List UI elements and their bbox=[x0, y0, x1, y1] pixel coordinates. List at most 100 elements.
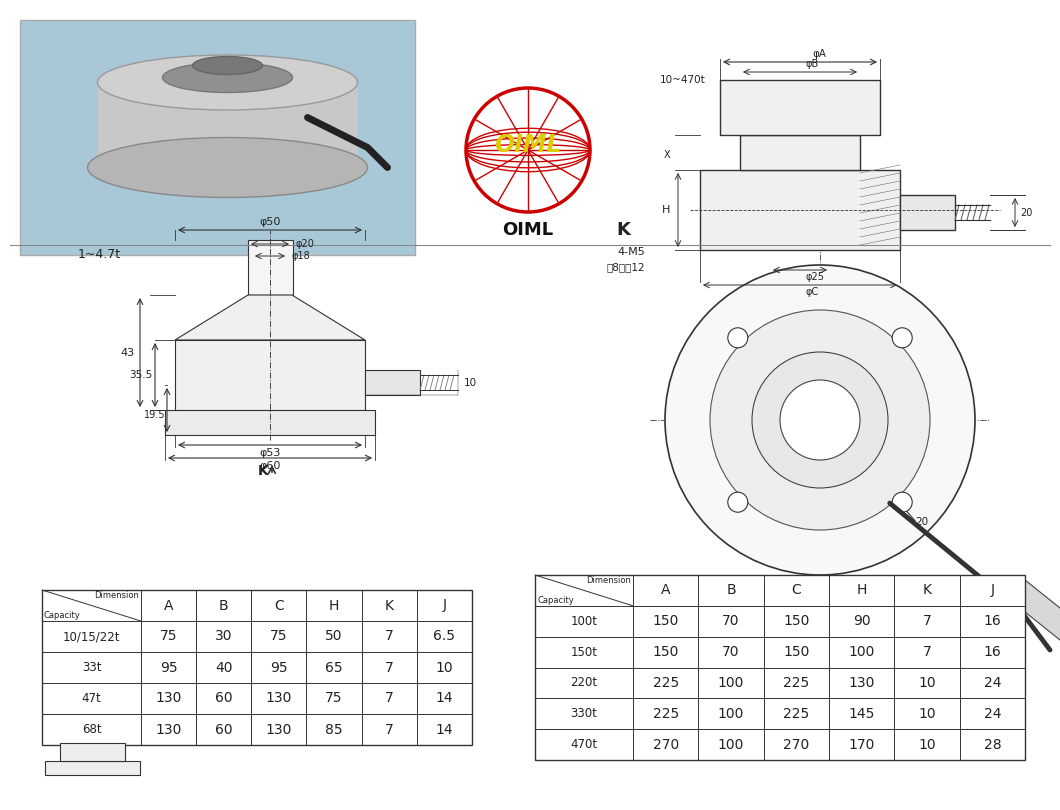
Text: J: J bbox=[990, 583, 994, 598]
Text: 1~4.7t: 1~4.7t bbox=[78, 249, 121, 262]
Ellipse shape bbox=[98, 55, 357, 110]
Circle shape bbox=[780, 380, 860, 460]
Circle shape bbox=[752, 352, 888, 488]
Text: H: H bbox=[329, 599, 339, 612]
Text: 100: 100 bbox=[848, 645, 874, 659]
Text: 深8孔深12: 深8孔深12 bbox=[606, 262, 644, 272]
Text: 7: 7 bbox=[922, 614, 932, 629]
Text: 47t: 47t bbox=[82, 692, 102, 705]
Text: H: H bbox=[661, 205, 670, 215]
Text: φC: φC bbox=[805, 287, 818, 297]
Text: 225: 225 bbox=[653, 676, 678, 690]
Text: 225: 225 bbox=[783, 707, 810, 721]
Circle shape bbox=[893, 492, 913, 512]
Text: 7: 7 bbox=[385, 692, 393, 706]
Text: 95: 95 bbox=[160, 660, 177, 675]
Text: 10: 10 bbox=[464, 378, 477, 388]
Text: 65: 65 bbox=[325, 660, 342, 675]
FancyBboxPatch shape bbox=[700, 170, 900, 250]
Text: 60: 60 bbox=[215, 692, 232, 706]
Text: φ18: φ18 bbox=[292, 251, 311, 261]
Text: 10/15/22t: 10/15/22t bbox=[63, 630, 120, 643]
Text: B: B bbox=[726, 583, 736, 598]
Ellipse shape bbox=[88, 138, 368, 198]
Text: φ25: φ25 bbox=[805, 272, 824, 282]
Text: 130: 130 bbox=[156, 723, 181, 736]
Text: φ60: φ60 bbox=[260, 461, 281, 471]
Text: 7: 7 bbox=[385, 660, 393, 675]
Text: 75: 75 bbox=[325, 692, 342, 706]
Text: 330t: 330t bbox=[570, 707, 598, 720]
Text: φ20: φ20 bbox=[295, 239, 314, 249]
Text: Capacity: Capacity bbox=[45, 611, 81, 620]
FancyBboxPatch shape bbox=[165, 410, 375, 435]
Text: OIML: OIML bbox=[494, 133, 562, 157]
Text: B: B bbox=[218, 599, 229, 612]
Text: 220t: 220t bbox=[570, 676, 598, 689]
FancyBboxPatch shape bbox=[740, 135, 860, 170]
Text: 150: 150 bbox=[783, 645, 810, 659]
Text: 14: 14 bbox=[436, 692, 454, 706]
Text: 24: 24 bbox=[984, 707, 1001, 721]
Text: 130: 130 bbox=[156, 692, 181, 706]
Text: 150: 150 bbox=[653, 645, 678, 659]
Text: 30: 30 bbox=[215, 629, 232, 643]
Ellipse shape bbox=[193, 57, 263, 75]
Text: J: J bbox=[442, 599, 446, 612]
Text: 14: 14 bbox=[436, 723, 454, 736]
Text: 225: 225 bbox=[653, 707, 678, 721]
Text: 100: 100 bbox=[718, 707, 744, 721]
Text: 68t: 68t bbox=[82, 723, 102, 736]
Text: 130: 130 bbox=[266, 723, 293, 736]
Polygon shape bbox=[1010, 580, 1060, 640]
Text: 16: 16 bbox=[984, 614, 1002, 629]
FancyBboxPatch shape bbox=[720, 80, 880, 135]
Text: 60: 60 bbox=[215, 723, 232, 736]
Text: 130: 130 bbox=[266, 692, 293, 706]
Text: 150t: 150t bbox=[570, 646, 598, 659]
Text: 10: 10 bbox=[918, 676, 936, 690]
Text: 70: 70 bbox=[722, 645, 740, 659]
Text: 10~470t: 10~470t bbox=[660, 75, 706, 85]
Text: 75: 75 bbox=[270, 629, 287, 643]
Text: 10: 10 bbox=[436, 660, 454, 675]
Text: A: A bbox=[163, 599, 173, 612]
Text: 90: 90 bbox=[853, 614, 870, 629]
Text: 10: 10 bbox=[918, 707, 936, 721]
Text: 130: 130 bbox=[848, 676, 874, 690]
FancyBboxPatch shape bbox=[365, 370, 420, 395]
Text: 35.5: 35.5 bbox=[128, 370, 152, 380]
Text: 145: 145 bbox=[848, 707, 874, 721]
Ellipse shape bbox=[162, 62, 293, 92]
Circle shape bbox=[665, 265, 975, 575]
Text: 6.5: 6.5 bbox=[434, 629, 456, 643]
Text: 7: 7 bbox=[385, 629, 393, 643]
FancyBboxPatch shape bbox=[45, 761, 140, 775]
Text: 4-M5: 4-M5 bbox=[617, 247, 644, 257]
Text: 16: 16 bbox=[984, 645, 1002, 659]
Circle shape bbox=[710, 310, 930, 530]
Text: 10: 10 bbox=[918, 738, 936, 752]
Text: Dimension: Dimension bbox=[586, 576, 631, 585]
Text: K: K bbox=[616, 221, 630, 239]
Text: 20: 20 bbox=[1020, 208, 1032, 218]
Text: 40: 40 bbox=[215, 660, 232, 675]
Text: 470t: 470t bbox=[570, 738, 598, 751]
Text: 75: 75 bbox=[160, 629, 177, 643]
FancyBboxPatch shape bbox=[20, 20, 416, 255]
FancyBboxPatch shape bbox=[900, 195, 955, 230]
FancyBboxPatch shape bbox=[535, 575, 1025, 760]
Text: C: C bbox=[273, 599, 284, 612]
Text: C: C bbox=[792, 583, 801, 598]
Text: 150: 150 bbox=[653, 614, 678, 629]
Text: Capacity: Capacity bbox=[537, 596, 573, 605]
Text: φ53: φ53 bbox=[260, 448, 281, 458]
Text: K: K bbox=[922, 583, 932, 598]
Text: Dimension: Dimension bbox=[94, 591, 139, 600]
Text: 7: 7 bbox=[385, 723, 393, 736]
FancyBboxPatch shape bbox=[60, 743, 125, 761]
Text: 70: 70 bbox=[722, 614, 740, 629]
Text: K: K bbox=[385, 599, 393, 612]
Circle shape bbox=[728, 492, 747, 512]
Text: 85: 85 bbox=[325, 723, 342, 736]
